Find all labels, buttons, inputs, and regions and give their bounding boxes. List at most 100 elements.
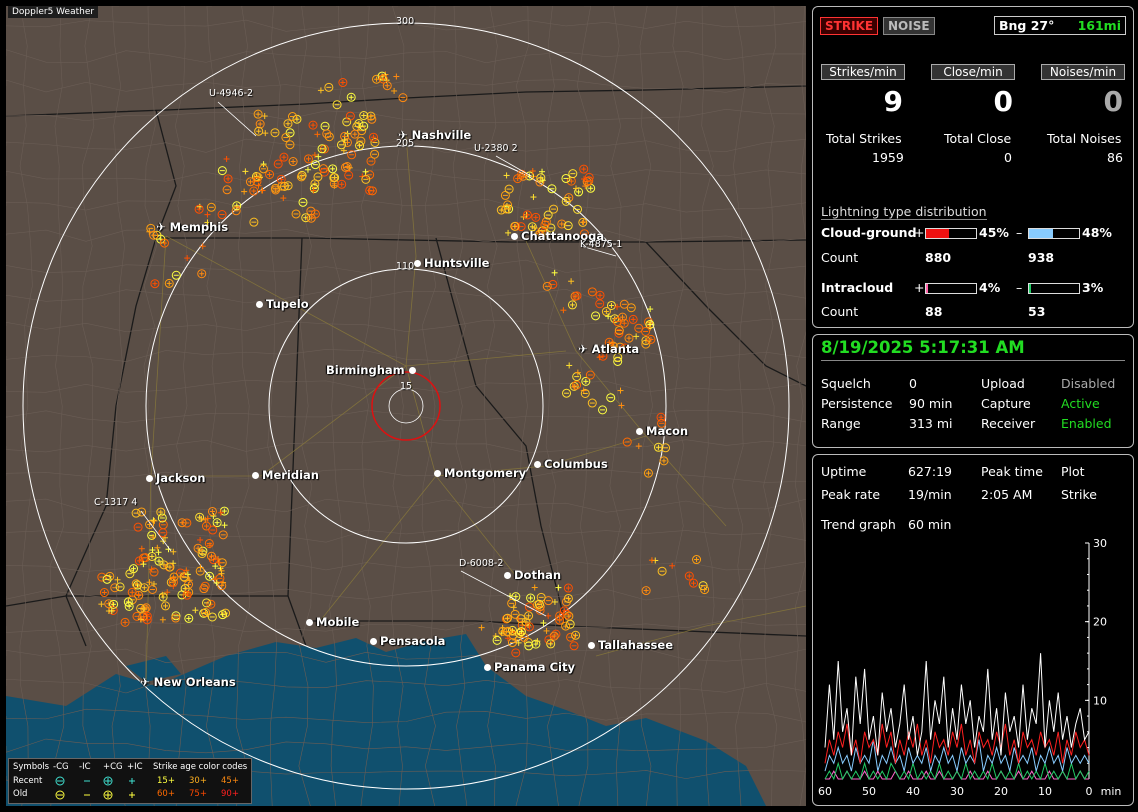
strike-marker: [614, 328, 624, 338]
trend-graph: 30 20 10 60 50 40 30 20 10 0 min: [818, 537, 1121, 798]
storm-label[interactable]: U-2380 2: [474, 143, 518, 154]
strike-marker: [522, 210, 532, 220]
strike-marker: [393, 73, 400, 80]
cg-positive-count: 880: [925, 250, 952, 265]
city-panama-city: Panama City: [484, 660, 575, 674]
ic-negative-bar: [1028, 283, 1080, 294]
strike-marker: [598, 351, 608, 361]
strike-marker: [204, 611, 211, 618]
ic-positive-bar: [925, 283, 977, 294]
strike-marker: [177, 518, 187, 528]
strike-marker: [619, 299, 629, 309]
strike-marker: [540, 220, 550, 230]
storm-label[interactable]: K-4875-1: [580, 239, 623, 250]
strike-marker: [194, 204, 204, 214]
legend-age-90: 90+: [221, 789, 239, 799]
strike-marker: [212, 563, 219, 570]
ring-300: [22, 22, 790, 790]
strike-marker: [555, 615, 565, 625]
bar-fill: [926, 229, 949, 238]
ic-minus-sign: –: [1016, 280, 1023, 295]
strike-marker: [524, 641, 534, 651]
ring-label-110: 110: [396, 261, 415, 272]
plot-value[interactable]: Strike: [1061, 487, 1097, 502]
trend-series-line: [824, 739, 1090, 772]
strike-marker: [216, 559, 223, 566]
strike-marker: [215, 573, 225, 583]
strike-marker: [310, 160, 320, 170]
cg-positive-bar: [925, 228, 977, 239]
roads: [145, 135, 806, 687]
strike-marker: [511, 648, 521, 658]
strike-marker: [643, 468, 653, 478]
strike-marker: [530, 194, 537, 201]
bar-fill: [1029, 284, 1031, 293]
stats-panel: Uptime 627:19 Peak time Plot Peak rate 1…: [812, 454, 1134, 806]
y-tick-label: 30: [1093, 537, 1107, 550]
symbol-legend: Symbols -CG -IC +CG +IC Strike age color…: [8, 758, 252, 804]
city-atlanta: ✈ Atlanta: [578, 342, 640, 356]
bar-fill: [1029, 229, 1053, 238]
strike-marker: [138, 545, 145, 552]
strike-marker: [337, 179, 347, 189]
storm-label[interactable]: C-1317 4: [94, 497, 138, 508]
noise-button[interactable]: NOISE: [883, 17, 935, 35]
strike-marker: [370, 137, 380, 147]
legend-age-label: Strike age color codes: [153, 762, 248, 772]
legend-symbol-icons: [55, 776, 135, 800]
strike-marker: [684, 571, 694, 581]
strike-marker: [587, 398, 597, 408]
storm-label[interactable]: U-4946-2: [209, 88, 254, 99]
strike-marker: [204, 219, 211, 226]
city-dot-icon: [511, 233, 518, 240]
strike-marker: [560, 307, 567, 314]
ring-label-15: 15: [400, 381, 413, 392]
strike-marker: [138, 612, 148, 622]
strike-marker: [156, 507, 166, 517]
strike-marker: [579, 229, 589, 239]
city-birmingham: Birmingham: [326, 363, 419, 377]
city-dot-icon: [434, 470, 441, 477]
strike-marker: [170, 548, 177, 555]
range-label: Range: [821, 416, 861, 431]
strike-marker: [503, 172, 510, 179]
strike-marker: [285, 128, 295, 138]
strike-marker: [213, 579, 220, 586]
strike-marker: [561, 173, 571, 183]
strike-marker: [531, 584, 538, 591]
strike-marker: [571, 384, 578, 391]
noises-per-min: 0: [1103, 85, 1123, 118]
city-dot-icon: [636, 428, 643, 435]
ic-count-label: Count: [821, 304, 859, 319]
strike-marker: [546, 639, 556, 649]
strike-marker: [161, 534, 168, 541]
city-new-orleans: ✈ New Orleans: [140, 675, 236, 689]
strike-marker: [192, 607, 199, 614]
strike-marker: [516, 627, 526, 637]
strike-marker: [545, 612, 552, 619]
storm-leader-lines: [140, 101, 617, 617]
strike-marker: [538, 226, 548, 236]
strike-marker: [534, 638, 541, 645]
strike-marker: [296, 172, 306, 182]
strike-marker: [149, 567, 159, 577]
strike-marker: [551, 629, 561, 639]
strike-marker: [155, 549, 162, 556]
strike-marker: [591, 311, 601, 321]
plot-label: Plot: [1061, 464, 1085, 479]
lightning-map[interactable]: Doppler5 Weather 300 205 110 15 ✈ Nashvi…: [6, 6, 806, 806]
strike-marker: [201, 521, 211, 531]
strike-marker: [542, 281, 552, 291]
strike-marker: [561, 621, 571, 631]
strike-marker: [137, 616, 144, 623]
strike-marker: [120, 617, 130, 627]
strike-marker: [165, 562, 175, 572]
strike-marker: [291, 209, 301, 219]
storm-label[interactable]: D-6008-2: [459, 558, 504, 569]
strike-marker: [150, 279, 160, 289]
strike-marker: [361, 174, 371, 184]
strike-marker: [285, 140, 295, 150]
strike-marker: [217, 509, 224, 516]
strike-button[interactable]: STRIKE: [820, 17, 879, 35]
strike-marker: [322, 129, 332, 139]
